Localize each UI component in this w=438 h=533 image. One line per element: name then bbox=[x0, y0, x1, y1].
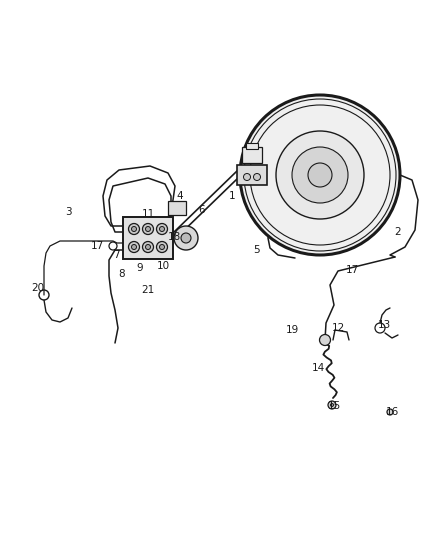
FancyBboxPatch shape bbox=[246, 143, 258, 149]
Circle shape bbox=[142, 223, 153, 235]
Circle shape bbox=[292, 147, 348, 203]
Text: 5: 5 bbox=[253, 245, 259, 255]
Circle shape bbox=[131, 227, 137, 231]
Text: 3: 3 bbox=[65, 207, 71, 217]
FancyBboxPatch shape bbox=[123, 217, 173, 259]
Circle shape bbox=[387, 409, 393, 415]
Text: 12: 12 bbox=[332, 323, 345, 333]
Text: 10: 10 bbox=[156, 261, 170, 271]
Text: 7: 7 bbox=[113, 250, 119, 260]
Circle shape bbox=[328, 401, 336, 409]
Text: 1: 1 bbox=[229, 191, 235, 201]
Circle shape bbox=[142, 241, 153, 253]
FancyBboxPatch shape bbox=[242, 147, 262, 163]
Circle shape bbox=[244, 174, 251, 181]
Text: 19: 19 bbox=[286, 325, 299, 335]
Circle shape bbox=[131, 245, 137, 249]
Circle shape bbox=[331, 403, 333, 407]
Circle shape bbox=[319, 335, 331, 345]
Circle shape bbox=[128, 241, 139, 253]
Circle shape bbox=[159, 227, 165, 231]
Circle shape bbox=[156, 223, 167, 235]
Text: 18: 18 bbox=[167, 232, 180, 242]
Text: 17: 17 bbox=[90, 241, 104, 251]
Circle shape bbox=[156, 241, 167, 253]
Circle shape bbox=[240, 95, 400, 255]
FancyBboxPatch shape bbox=[168, 201, 186, 215]
FancyBboxPatch shape bbox=[237, 165, 267, 185]
Text: 8: 8 bbox=[119, 269, 125, 279]
Text: 17: 17 bbox=[346, 265, 359, 275]
Text: 15: 15 bbox=[327, 401, 341, 411]
Text: 6: 6 bbox=[199, 205, 205, 215]
Text: 11: 11 bbox=[141, 209, 155, 219]
Circle shape bbox=[174, 226, 198, 250]
Text: 2: 2 bbox=[395, 227, 401, 237]
Text: 21: 21 bbox=[141, 285, 155, 295]
Circle shape bbox=[128, 223, 139, 235]
Circle shape bbox=[308, 163, 332, 187]
Circle shape bbox=[276, 131, 364, 219]
Text: 20: 20 bbox=[32, 283, 45, 293]
Text: 16: 16 bbox=[385, 407, 399, 417]
Text: 4: 4 bbox=[177, 191, 184, 201]
Circle shape bbox=[145, 245, 151, 249]
Text: 9: 9 bbox=[137, 263, 143, 273]
Text: 13: 13 bbox=[378, 320, 391, 330]
Circle shape bbox=[145, 227, 151, 231]
Circle shape bbox=[181, 233, 191, 243]
Circle shape bbox=[159, 245, 165, 249]
Text: 14: 14 bbox=[311, 363, 325, 373]
Circle shape bbox=[254, 174, 261, 181]
